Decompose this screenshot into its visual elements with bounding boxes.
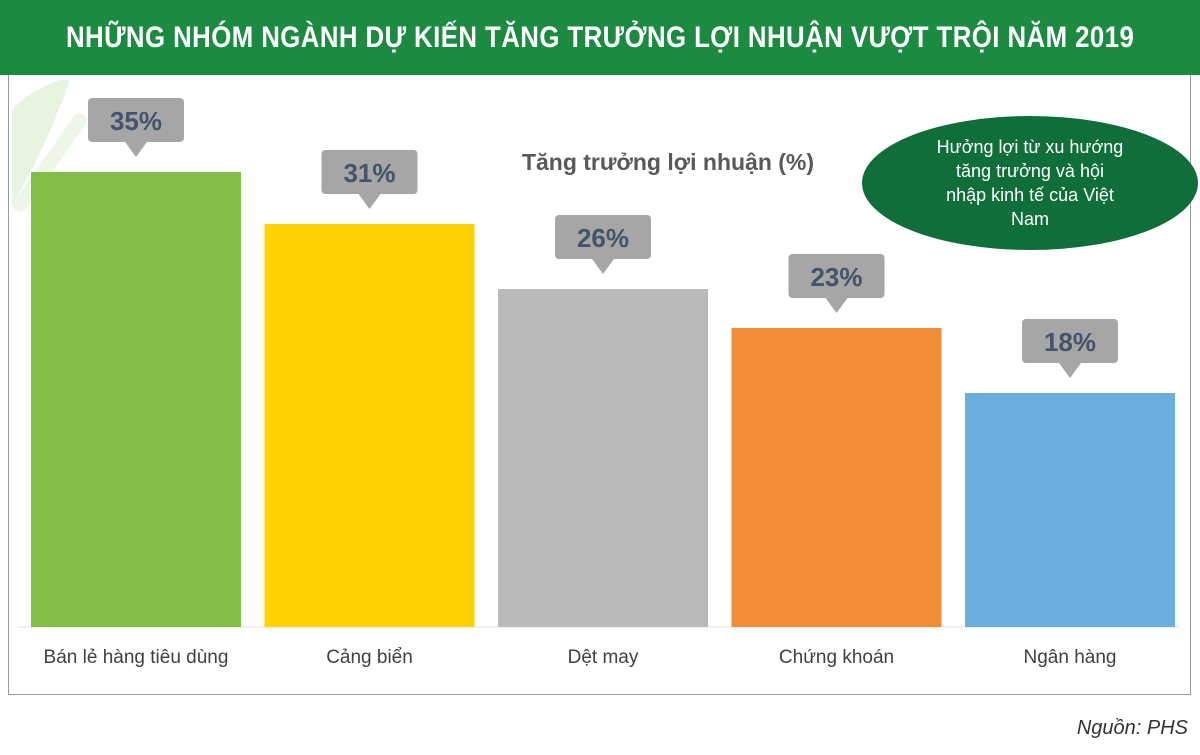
data-label-box-1 bbox=[88, 98, 184, 142]
callout-line-4: Nam bbox=[1011, 209, 1049, 229]
data-label-pointer-1 bbox=[125, 142, 147, 157]
bar-4 bbox=[731, 328, 942, 627]
data-label-2: 31% bbox=[343, 158, 395, 188]
decorative-swoosh-stroke bbox=[13, 113, 87, 212]
callout-ellipse bbox=[862, 116, 1198, 250]
category-label-2: Cảng biển bbox=[326, 647, 413, 668]
data-label-pointer-5 bbox=[1059, 363, 1081, 378]
category-label-5: Ngân hàng bbox=[1024, 647, 1117, 668]
data-label-box-4 bbox=[788, 254, 885, 298]
data-label-pointer-2 bbox=[358, 194, 381, 209]
category-label-3: Dệt may bbox=[568, 647, 639, 668]
callout-bubble: Hưởng lợi từ xu hướng tăng trưởng và hội… bbox=[862, 116, 1198, 250]
data-label-pointer-3 bbox=[592, 259, 614, 274]
bars-group: 35% Bán lẻ hàng tiêu dùng 31% Cảng biển 26% D… bbox=[18, 98, 1180, 668]
bar-2 bbox=[264, 224, 475, 627]
data-label-box-5 bbox=[1022, 319, 1118, 363]
data-label-pointer-4 bbox=[825, 298, 848, 313]
category-label-1: Bán lẻ hàng tiêu dùng bbox=[44, 647, 229, 668]
data-label-5: 18% bbox=[1044, 327, 1096, 357]
data-label-box-3 bbox=[555, 215, 651, 259]
bar-1 bbox=[31, 172, 241, 627]
decorative-swoosh bbox=[12, 80, 70, 205]
bar-chart: Tăng trưởng lợi nhuận (%) Hưởng lợi từ x… bbox=[12, 80, 1198, 668]
data-label-box-2 bbox=[321, 150, 418, 194]
data-label-1: 35% bbox=[110, 106, 162, 136]
callout-line-1: Hưởng lợi từ xu hướng bbox=[937, 137, 1124, 157]
page-title: NHỮNG NHÓM NGÀNH DỰ KIẾN TĂNG TRƯỞNG LỢI… bbox=[65, 20, 1135, 54]
header-banner: NHỮNG NHÓM NGÀNH DỰ KIẾN TĂNG TRƯỞNG LỢI… bbox=[0, 0, 1200, 75]
source-note: Nguồn: PHS bbox=[1076, 717, 1188, 739]
callout-line-3: nhập kinh tế của Việt bbox=[946, 185, 1114, 205]
bar-5 bbox=[965, 393, 1175, 627]
data-label-3: 26% bbox=[577, 223, 629, 253]
chart-title: Tăng trưởng lợi nhuận (%) bbox=[522, 149, 814, 175]
bar-3 bbox=[498, 289, 708, 627]
category-label-4: Chứng khoán bbox=[779, 647, 894, 668]
callout-line-2: tăng trưởng và hội bbox=[956, 161, 1104, 181]
data-label-4: 23% bbox=[810, 262, 862, 292]
